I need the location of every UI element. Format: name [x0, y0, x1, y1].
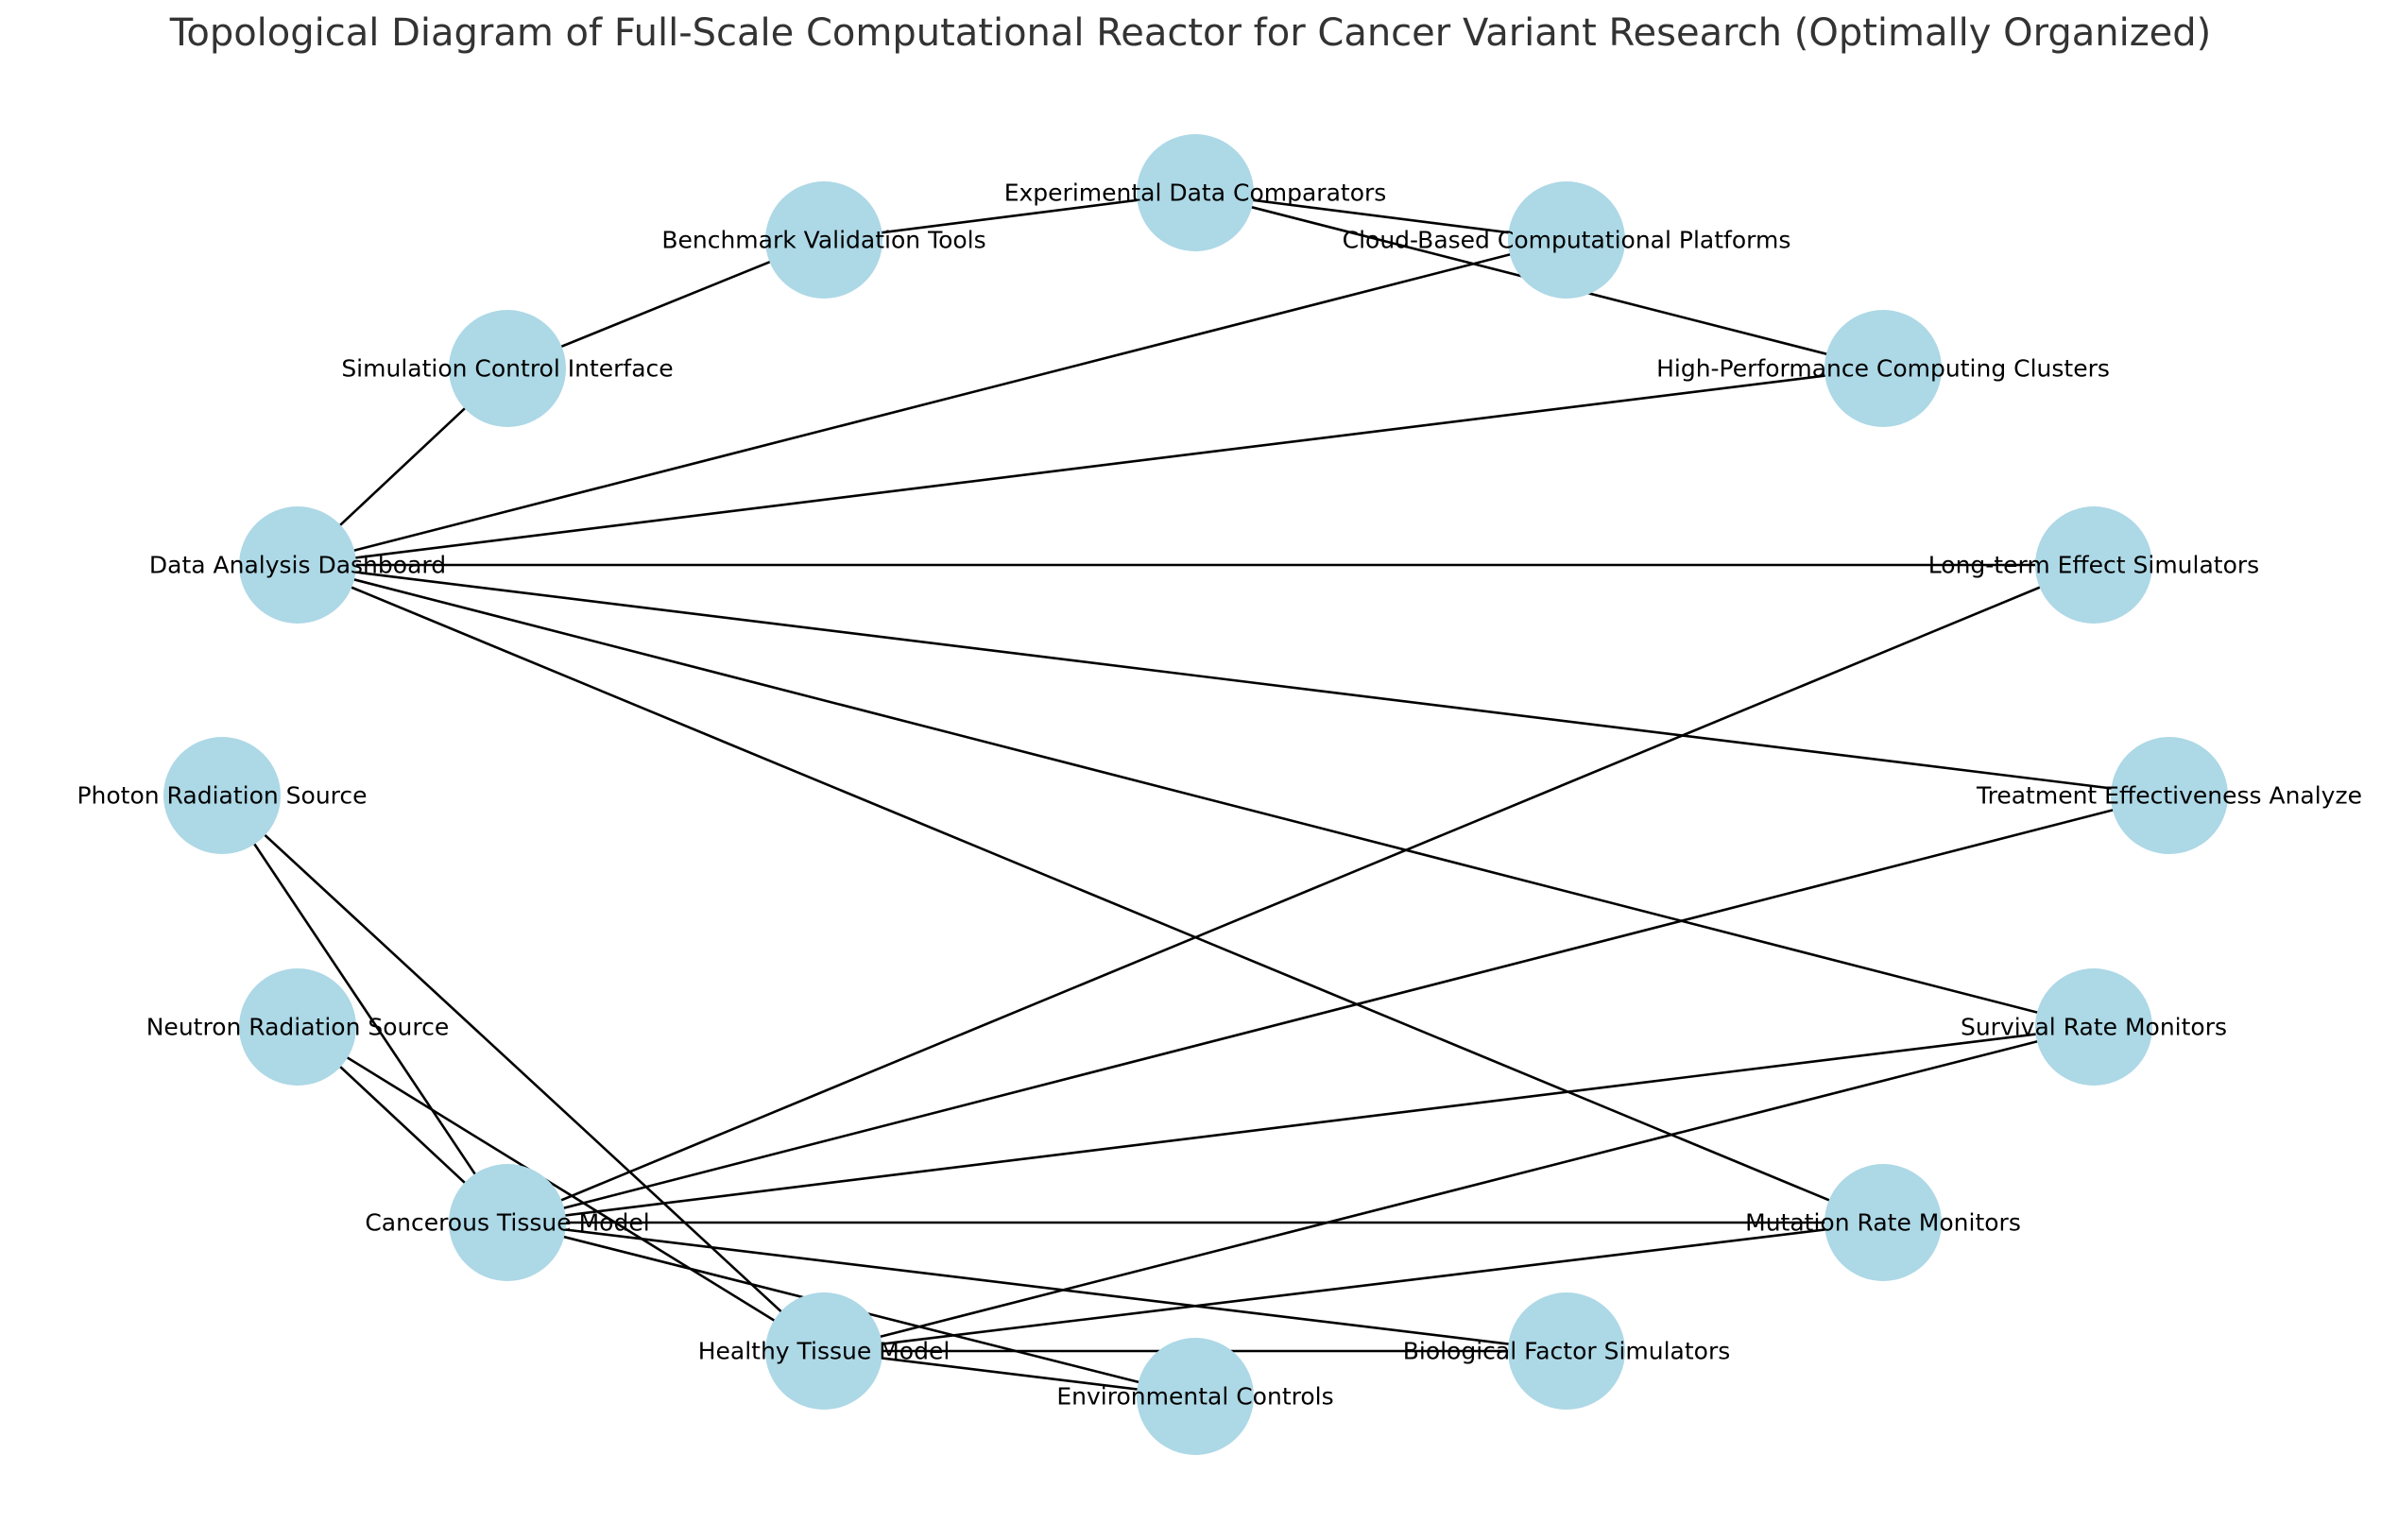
- edge-photon-cancer: [220, 795, 509, 1223]
- node-hpc: [1824, 310, 1942, 427]
- node-label-env: Environmental Controls: [1056, 1383, 1333, 1411]
- edge-healthy-env: [823, 1349, 1196, 1398]
- node-photon: [163, 737, 281, 854]
- diagram-title: Topological Diagram of Full-Scale Comput…: [169, 11, 2212, 55]
- node-benchmark: [765, 181, 882, 299]
- node-label-photon: Photon Radiation Source: [77, 782, 367, 810]
- node-label-bio: Biological Factor Simulators: [1403, 1338, 1731, 1365]
- node-label-treatment: Treatment Effectiveness Analyze: [1976, 782, 2362, 810]
- edge-healthy-mutation: [823, 1221, 1884, 1353]
- node-survival: [2035, 968, 2152, 1086]
- edge-cancer-survival: [506, 1025, 2095, 1224]
- edge-neutron-healthy: [297, 1025, 825, 1353]
- edge-dashboard-survival: [297, 563, 2095, 1029]
- node-label-hpc: High-Performance Computing Clusters: [1656, 355, 2110, 383]
- node-longterm: [2035, 506, 2152, 624]
- node-cancer: [449, 1164, 566, 1281]
- node-healthy: [765, 1292, 882, 1410]
- node-label-mutation: Mutation Rate Monitors: [1745, 1209, 2021, 1237]
- node-experimental: [1137, 134, 1254, 251]
- node-layer: [163, 134, 2228, 1455]
- node-env: [1137, 1338, 1254, 1455]
- edge-dashboard-hpc: [297, 367, 1884, 567]
- node-simctrl: [449, 310, 566, 427]
- node-cloud: [1508, 181, 1625, 299]
- node-mutation: [1824, 1164, 1942, 1281]
- node-label-simctrl: Simulation Control Interface: [341, 355, 673, 383]
- edge-dashboard-treatment: [297, 563, 2170, 797]
- node-label-healthy: Healthy Tissue Model: [698, 1338, 951, 1365]
- node-label-experimental: Experimental Data Comparators: [1004, 180, 1387, 207]
- node-neutron: [239, 968, 356, 1086]
- node-label-dashboard: Data Analysis Dashboard: [149, 552, 446, 579]
- edge-cancer-bio: [506, 1221, 1567, 1353]
- node-label-benchmark: Benchmark Validation Tools: [661, 227, 985, 254]
- node-label-cancer: Cancerous Tissue Model: [365, 1209, 649, 1237]
- node-label-survival: Survival Rate Monitors: [1961, 1014, 2227, 1041]
- node-dashboard: [239, 506, 356, 624]
- edge-cancer-longterm: [506, 563, 2095, 1224]
- label-layer: Photon Radiation Source Neutron Radiation…: [77, 180, 2362, 1411]
- node-label-cloud: Cloud-Based Computational Platforms: [1343, 227, 1791, 254]
- edge-healthy-survival: [823, 1025, 2095, 1353]
- node-treatment: [2111, 737, 2228, 854]
- edge-dashboard-cloud: [297, 238, 1567, 567]
- edge-dashboard-mutation: [297, 563, 1884, 1224]
- node-label-longterm: Long-term Effect Simulators: [1928, 552, 2259, 579]
- edge-experimental-cloud: [1194, 191, 1567, 242]
- edge-photon-healthy: [221, 795, 825, 1352]
- node-bio: [1508, 1292, 1625, 1410]
- edge-benchmark-experimental: [823, 191, 1196, 242]
- node-label-neutron: Neutron Radiation Source: [146, 1014, 450, 1041]
- edge-cancer-treatment: [506, 794, 2170, 1224]
